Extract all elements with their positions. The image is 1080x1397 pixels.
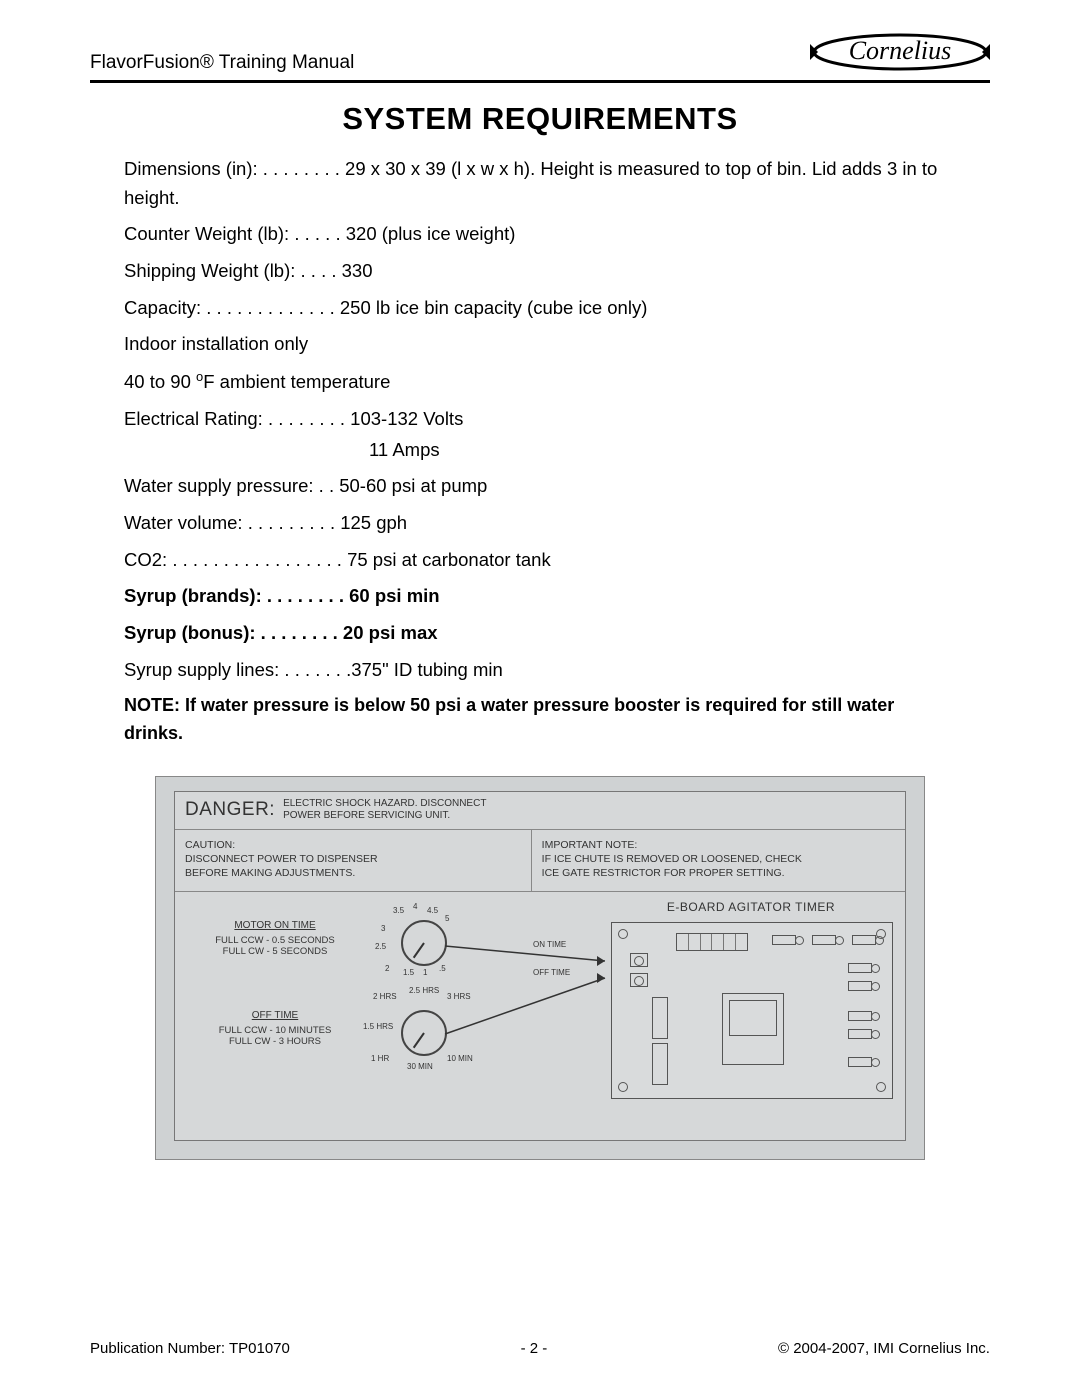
important-block: IMPORTANT NOTE: IF ICE CHUTE IS REMOVED … — [532, 830, 905, 891]
spec-ambient: 40 to 90 oF ambient temperature — [124, 367, 956, 397]
screw-icon — [618, 1082, 628, 1092]
tick: 4 — [413, 902, 417, 911]
tick: 3 — [381, 924, 385, 933]
tick: 2.5 — [375, 942, 386, 951]
spec-electrical-2: 11 Amps — [124, 436, 956, 465]
tick: 1 HR — [371, 1054, 389, 1063]
caution-block: CAUTION: DISCONNECT POWER TO DISPENSER B… — [175, 830, 532, 891]
motor-on-l1: FULL CCW - 0.5 SECONDS — [215, 935, 334, 946]
spec-water-volume: Water volume: . . . . . . . . . 125 gph — [124, 509, 956, 538]
spec-syrup-bonus: Syrup (bonus): . . . . . . . . 20 psi ma… — [124, 619, 956, 648]
danger-text-l2: POWER BEFORE SERVICING UNIT. — [283, 810, 450, 821]
page-footer: Publication Number: TP01070 - 2 - © 2004… — [90, 1340, 990, 1357]
tick: 2 HRS — [373, 992, 397, 1001]
jumper — [772, 935, 796, 945]
tick: 2.5 HRS — [409, 986, 439, 995]
spec-electrical-1: Electrical Rating: . . . . . . . . 103-1… — [124, 405, 956, 434]
cornelius-logo: Cornelius — [810, 30, 990, 74]
danger-text: ELECTRIC SHOCK HAZARD. DISCONNECT POWER … — [283, 798, 486, 821]
jumper — [848, 1057, 872, 1067]
tick: 1 — [423, 968, 427, 977]
tick: 1.5 — [403, 968, 414, 977]
spec-indoor: Indoor installation only — [124, 330, 956, 359]
jumper — [848, 1011, 872, 1021]
spec-water-pressure: Water supply pressure: . . 50-60 psi at … — [124, 472, 956, 501]
motor-on-head: MOTOR ON TIME — [185, 920, 365, 931]
tick: 2 — [385, 964, 389, 973]
footer-center: - 2 - — [521, 1340, 548, 1357]
off-time-l1: FULL CCW - 10 MINUTES — [219, 1025, 332, 1036]
jumper — [852, 935, 876, 945]
logo-text: Cornelius — [849, 36, 952, 65]
spec-syrup-lines: Syrup supply lines: . . . . . . .375" ID… — [124, 656, 956, 685]
tick: 5 — [445, 914, 449, 923]
screw-icon — [876, 1082, 886, 1092]
pot-on — [630, 953, 648, 967]
e-board — [611, 922, 893, 1099]
specs-block: Dimensions (in): . . . . . . . . 29 x 30… — [90, 155, 990, 748]
pointer-on-label: ON TIME — [533, 940, 566, 949]
motor-on-block: MOTOR ON TIME FULL CCW - 0.5 SECONDS FUL… — [185, 920, 365, 957]
spec-co2: CO2: . . . . . . . . . . . . . . . . . 7… — [124, 546, 956, 575]
spec-note: NOTE: If water pressure is below 50 psi … — [124, 692, 956, 748]
off-time-head: OFF TIME — [185, 1010, 365, 1021]
tick: 4.5 — [427, 906, 438, 915]
chip — [722, 993, 784, 1065]
page-header: FlavorFusion® Training Manual Cornelius — [90, 30, 990, 83]
footer-right: © 2004-2007, IMI Cornelius Inc. — [778, 1340, 990, 1357]
jumper — [812, 935, 836, 945]
danger-row: DANGER: ELECTRIC SHOCK HAZARD. DISCONNEC… — [175, 792, 905, 830]
jumper — [848, 981, 872, 991]
tick: 3.5 — [393, 906, 404, 915]
timer-area: E-BOARD AGITATOR TIMER MOTOR ON TIME FUL… — [175, 892, 905, 1112]
board-title: E-BOARD AGITATOR TIMER — [667, 900, 835, 914]
spec-dimensions: Dimensions (in): . . . . . . . . 29 x 30… — [124, 155, 956, 212]
off-time-dial — [401, 1010, 447, 1056]
section-title: SYSTEM REQUIREMENTS — [90, 101, 990, 137]
header-title: FlavorFusion® Training Manual — [90, 52, 354, 74]
spec-shipping-weight: Shipping Weight (lb): . . . . 330 — [124, 257, 956, 286]
spec-capacity: Capacity: . . . . . . . . . . . . . 250 … — [124, 294, 956, 323]
pointer-arrows — [445, 936, 615, 1056]
on-time-dial — [401, 920, 447, 966]
off-time-l2: FULL CW - 3 HOURS — [229, 1036, 321, 1047]
tick: 30 MIN — [407, 1062, 433, 1071]
spec-counter-weight: Counter Weight (lb): . . . . . 320 (plus… — [124, 220, 956, 249]
chip — [652, 1043, 668, 1085]
motor-on-l2: FULL CW - 5 SECONDS — [223, 946, 328, 957]
important-l1: IF ICE CHUTE IS REMOVED OR LOOSENED, CHE… — [542, 853, 802, 865]
pot-off — [630, 973, 648, 987]
connector — [676, 933, 748, 951]
caution-head: CAUTION: — [185, 839, 235, 851]
footer-left: Publication Number: TP01070 — [90, 1340, 290, 1357]
important-l2: ICE GATE RESTRICTOR FOR PROPER SETTING. — [542, 867, 785, 879]
chip — [652, 997, 668, 1039]
pointer-off-label: OFF TIME — [533, 968, 570, 977]
caution-l1: DISCONNECT POWER TO DISPENSER — [185, 853, 378, 865]
jumper — [848, 1029, 872, 1039]
danger-text-l1: ELECTRIC SHOCK HAZARD. DISCONNECT — [283, 798, 486, 809]
caution-l2: BEFORE MAKING ADJUSTMENTS. — [185, 867, 355, 879]
important-head: IMPORTANT NOTE: — [542, 839, 638, 851]
jumper — [848, 963, 872, 973]
caution-important-row: CAUTION: DISCONNECT POWER TO DISPENSER B… — [175, 830, 905, 892]
spec-syrup-brands: Syrup (brands): . . . . . . . . 60 psi m… — [124, 582, 956, 611]
off-time-block: OFF TIME FULL CCW - 10 MINUTES FULL CW -… — [185, 1010, 365, 1047]
danger-word: DANGER: — [185, 799, 275, 821]
warning-label-diagram: DANGER: ELECTRIC SHOCK HAZARD. DISCONNEC… — [155, 776, 925, 1160]
screw-icon — [618, 929, 628, 939]
tick: 1.5 HRS — [363, 1022, 393, 1031]
